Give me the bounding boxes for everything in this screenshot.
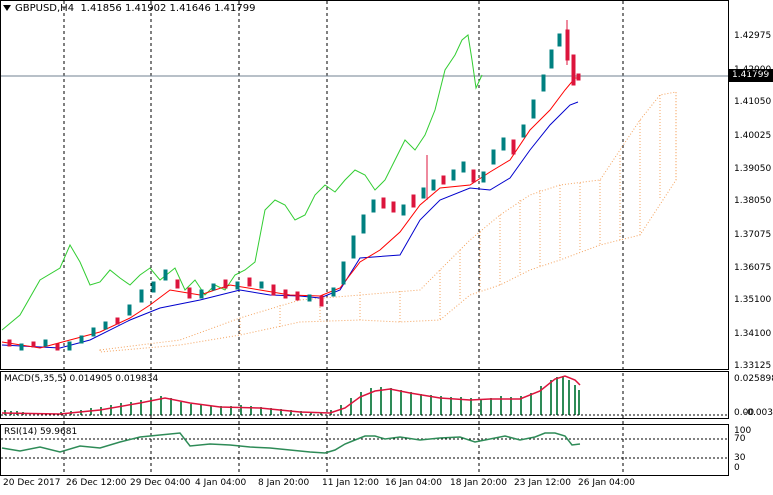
- rsi-tick: 30: [734, 453, 746, 463]
- ohlc-high: 1.41902: [124, 3, 167, 14]
- ohlc-open: 1.41856: [80, 3, 122, 14]
- kumo-cloud: [99, 91, 677, 353]
- price-tick: 1.36075: [734, 263, 772, 273]
- price-tick: 1.33125: [734, 361, 772, 371]
- macd-tick: 0.025898: [734, 374, 773, 384]
- ohlc-close: 1.41799: [214, 3, 256, 14]
- price-tick: 1.41050: [734, 97, 772, 107]
- time-label: 4 Jan 04:00: [195, 478, 247, 488]
- rsi-tick: 100: [734, 426, 752, 436]
- price-tick: 1.34100: [734, 329, 772, 339]
- time-label: 16 Jan 04:00: [385, 478, 442, 488]
- current-price-badge: 1.41799: [729, 69, 773, 82]
- time-label: 11 Jan 12:00: [322, 478, 379, 488]
- price-tick: 1.37075: [734, 230, 772, 240]
- macd-label: MACD(5,35,5) 0.014905 0.019834: [4, 374, 159, 384]
- rsi-line: [1, 432, 581, 454]
- price-tick: 1.35100: [734, 295, 772, 305]
- candles: [7, 20, 581, 351]
- time-label: 8 Jan 20:00: [258, 478, 310, 488]
- time-label: 20 Dec 2017: [3, 478, 61, 488]
- rsi-label: RSI(14) 59.9681: [4, 427, 78, 437]
- macd-signal-line: [1, 375, 581, 415]
- time-label: 26 Jan 04:00: [578, 478, 635, 488]
- time-label: 26 Dec 12:00: [66, 478, 127, 488]
- price-tick: 1.39050: [734, 164, 772, 174]
- ohlc-low: 1.41646: [169, 3, 211, 14]
- price-tick: 1.42975: [734, 31, 772, 41]
- time-label: 18 Jan 20:00: [450, 478, 507, 488]
- kijun-line: [1, 101, 579, 349]
- macd-tick: 0.00: [734, 408, 755, 418]
- macd-tick: -0.003458: [744, 408, 773, 418]
- time-label: 29 Dec 04:00: [130, 478, 191, 488]
- collapse-arrow-icon[interactable]: [3, 5, 11, 11]
- tenkan-line: [1, 77, 580, 349]
- chart-title: GBPUSD,H4 1.41856 1.41902 1.41646 1.4179…: [3, 3, 255, 14]
- price-tick: 1.42000: [734, 65, 772, 75]
- price-tick: 1.38050: [734, 196, 772, 206]
- rsi-tick: 70: [734, 434, 746, 444]
- price-tick: 1.40025: [734, 131, 772, 141]
- rsi-tick: 0: [734, 463, 740, 473]
- vertical-grid: [63, 1, 624, 475]
- time-label: 23 Jan 12:00: [514, 478, 571, 488]
- chikou-line: [1, 34, 483, 331]
- symbol-label: GBPUSD,H4: [15, 3, 75, 14]
